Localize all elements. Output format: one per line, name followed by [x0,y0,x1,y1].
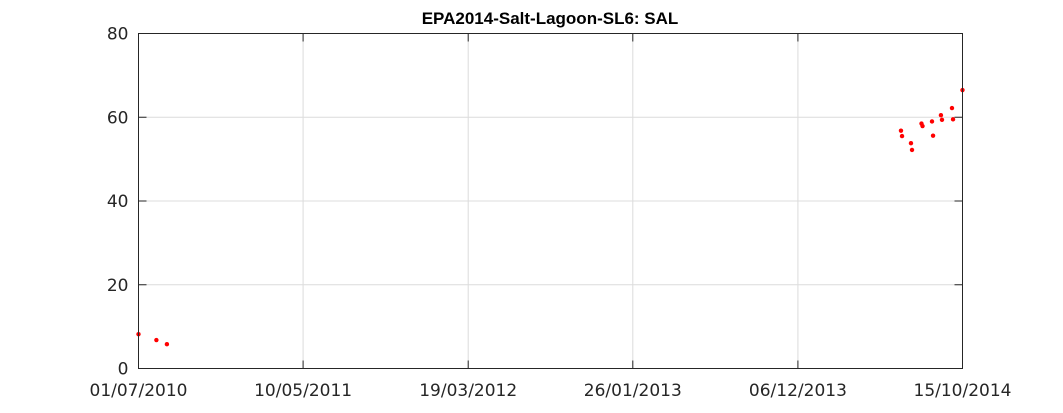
data-point [909,147,915,153]
data-point [154,337,159,343]
x-tick-label: 10/05/2011 [254,381,352,401]
y-tick-label: 0 [118,360,129,380]
data-point [898,128,904,133]
x-tick-label: 06/12/2013 [749,381,847,401]
x-tick-label: 19/03/2012 [419,381,517,401]
data-point [930,133,936,138]
axis-ticks [138,33,963,369]
x-axis-tick-labels: 01/07/2010 10/05/2011 19/03/2012 26/01/2013… [90,381,1012,401]
data-point [929,119,935,124]
x-tick-label: 15/10/2014 [914,381,1012,401]
data-point [908,141,914,146]
x-tick-label: 26/01/2013 [584,381,682,401]
data-points [136,87,965,347]
data-point [938,112,944,118]
grid-lines [138,33,963,369]
y-axis-tick-labels: 0 20 40 60 80 [107,25,129,380]
y-tick-label: 60 [107,108,129,128]
data-point [899,133,905,139]
data-point [164,342,170,347]
chart-title: EPA2014-Salt-Lagoon-SL6: SAL [422,9,679,28]
x-tick-label: 01/07/2010 [90,381,188,401]
y-tick-label: 40 [107,192,129,212]
data-point [939,117,945,122]
data-point [920,123,925,129]
y-tick-label: 80 [107,25,129,45]
y-tick-label: 20 [107,276,129,296]
data-point [949,105,955,111]
data-point [950,117,956,122]
